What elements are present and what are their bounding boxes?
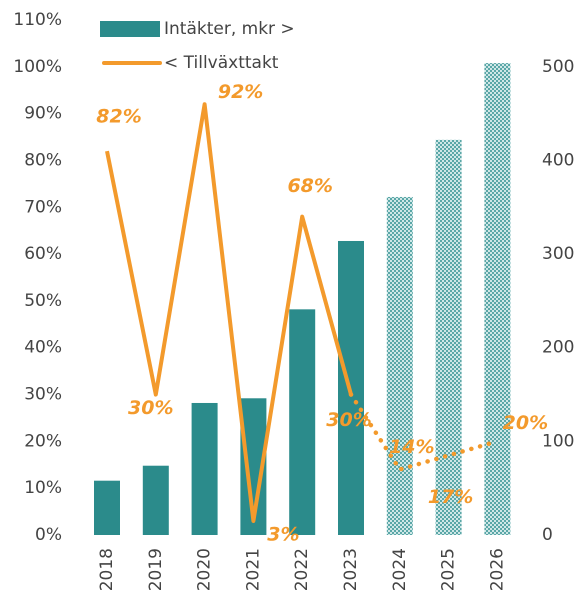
value-label: 82%: [96, 106, 141, 128]
y2-tick-label: 200: [542, 338, 574, 358]
bar: [142, 465, 169, 535]
y-tick-label: 20%: [24, 431, 62, 451]
y-tick-label: 70%: [24, 197, 62, 217]
y-tick-label: 50%: [24, 291, 62, 311]
bar: [289, 309, 316, 535]
legend-label: < Tillväxttakt: [164, 53, 279, 73]
y-tick-label: 100%: [13, 57, 62, 77]
value-label: 68%: [287, 175, 332, 197]
x-tick-label: 2022: [292, 548, 312, 591]
value-label: 30%: [326, 409, 371, 431]
x-tick-label: 2023: [341, 548, 361, 591]
legend-swatch: [100, 21, 160, 37]
value-label: 17%: [428, 486, 473, 508]
y2-tick-label: 400: [542, 150, 574, 170]
x-tick-label: 2018: [97, 548, 117, 591]
y2-tick-label: 100: [542, 431, 574, 451]
bar: [386, 196, 413, 536]
y-tick-label: 40%: [24, 338, 62, 358]
bar: [435, 139, 462, 535]
bar: [191, 402, 218, 535]
y2-tick-label: 500: [542, 57, 574, 77]
value-label: 30%: [128, 397, 173, 419]
y-tick-label: 90%: [24, 104, 62, 124]
y-tick-label: 60%: [24, 244, 62, 264]
y-tick-label: 30%: [24, 385, 62, 405]
x-tick-label: 2019: [146, 548, 166, 591]
y2-tick-label: 300: [542, 244, 574, 264]
y2-tick-label: 0: [542, 525, 553, 545]
bar: [94, 480, 120, 535]
legend-label: Intäkter, mkr >: [164, 19, 295, 39]
y-tick-label: 10%: [24, 478, 62, 498]
bar: [484, 63, 511, 536]
value-label: 3%: [267, 523, 299, 545]
x-tick-label: 2025: [439, 548, 459, 591]
value-label: 92%: [218, 81, 263, 103]
y-tick-label: 0%: [35, 525, 62, 545]
value-label: 14%: [389, 436, 434, 458]
growth-forecast-line: [348, 392, 500, 473]
x-tick-label: 2021: [243, 548, 263, 591]
value-label: 20%: [503, 412, 548, 434]
growth-line: [105, 102, 353, 523]
x-tick-label: 2020: [195, 548, 215, 591]
y-tick-label: 80%: [24, 150, 62, 170]
y-tick-label: 110%: [13, 10, 62, 30]
x-tick-label: 2024: [390, 548, 410, 591]
x-tick-label: 2026: [487, 548, 507, 591]
